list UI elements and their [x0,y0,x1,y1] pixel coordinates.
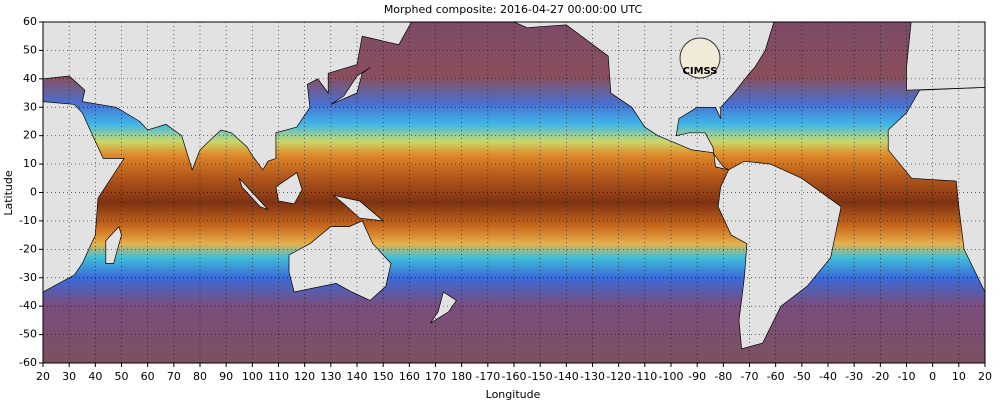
x-tick-label: 150 [373,370,394,383]
land [43,22,412,171]
land [430,291,457,324]
land [717,160,842,350]
x-tick-label: 20 [36,370,50,383]
x-tick-label: -70 [741,370,759,383]
land [105,225,122,264]
y-axis-label: Latitude [2,170,15,216]
y-tick-label: -60 [19,356,37,369]
x-tick-label: 30 [62,370,76,383]
graticule [43,22,985,363]
x-tick-label: -10 [898,370,916,383]
x-tick-label: 130 [320,370,341,383]
y-tick-label: -30 [19,271,37,284]
y-tick-label: 50 [23,43,37,56]
x-tick-label: -170 [475,370,500,383]
x-tick-label: 160 [399,370,420,383]
y-tick-label: 30 [23,100,37,113]
x-tick-label: 140 [347,370,368,383]
axes: 20 30 40 50 60 70 80 90 100 110 120 130 140 150 160 170… [19,15,992,383]
land [275,172,303,205]
x-tick-label: 70 [167,370,181,383]
logo-disc [679,37,721,79]
x-tick-label: -40 [819,370,837,383]
land [906,22,985,91]
land [333,194,385,222]
x-tick-label: 50 [115,370,129,383]
logo: CIMSS [679,37,721,79]
x-tick-label: 60 [141,370,155,383]
x-tick-label: 180 [451,370,472,383]
x-tick-label: -120 [606,370,631,383]
x-tick-label: -160 [502,370,527,383]
x-tick-label: -110 [632,370,657,383]
map-title: Morphed composite: 2016-04-27 00:00:00 U… [384,3,643,16]
y-tick-label: -10 [19,214,37,227]
x-tick-label: 20 [978,370,992,383]
x-tick-label: -130 [580,370,605,383]
x-tick-label: 110 [268,370,289,383]
y-tick-label: 60 [23,15,37,28]
x-tick-label: 100 [242,370,263,383]
x-tick-label: -50 [793,370,811,383]
y-tick-label: 0 [30,186,37,199]
land [238,178,269,210]
y-tick-label: -50 [19,328,37,341]
x-tick-label: 10 [952,370,966,383]
y-tick-label: 20 [23,129,37,142]
x-tick-label: -80 [714,370,732,383]
x-tick-label: -150 [528,370,553,383]
x-tick-label: -100 [659,370,684,383]
x-tick-label: 170 [425,370,446,383]
x-tick-label: 120 [294,370,315,383]
x-tick-label: 40 [88,370,102,383]
x-tick-label: -140 [554,370,579,383]
y-tick-label: 10 [23,157,37,170]
x-tick-label: -60 [767,370,785,383]
land [330,67,371,105]
land [288,220,392,301]
logo-text: CIMSS [683,66,718,77]
plot-area [43,22,985,363]
land [43,101,125,293]
y-tick-label: -40 [19,299,37,312]
y-tick-label: -20 [19,242,37,255]
y-tick-label: 40 [23,72,37,85]
x-tick-label: 90 [219,370,233,383]
x-tick-label: -20 [871,370,889,383]
x-tick-label: -30 [845,370,863,383]
x-tick-label: 0 [929,370,936,383]
land [887,87,985,293]
x-tick-label: 80 [193,370,207,383]
x-tick-label: -90 [688,370,706,383]
x-axis-label: Longitude [486,388,541,401]
